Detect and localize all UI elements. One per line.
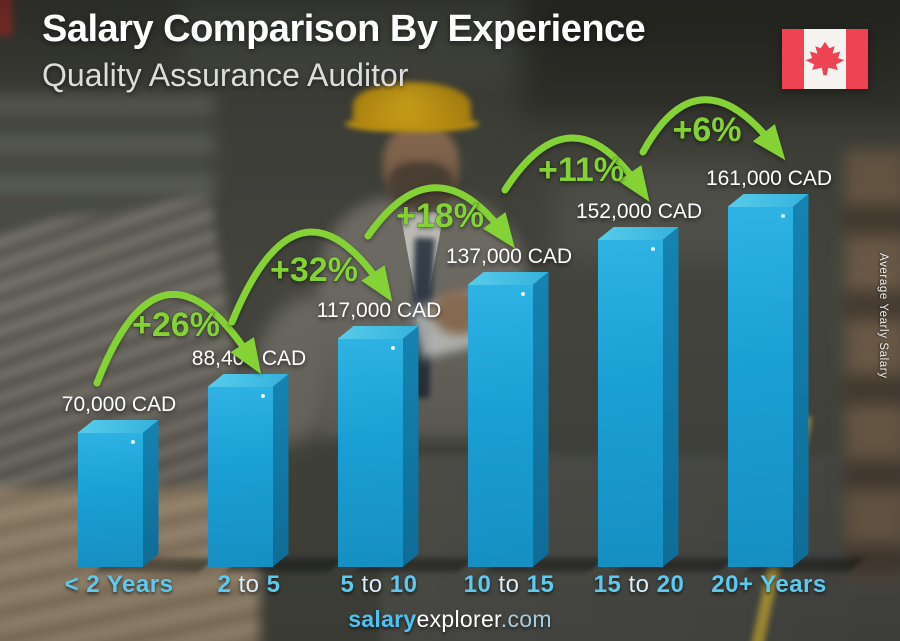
bar-top-face <box>728 194 809 207</box>
category-label-text: 10 <box>463 571 492 598</box>
category-label: 10 to 15 <box>434 571 584 599</box>
category-label-connector: to <box>491 571 527 598</box>
increase-label: +26% <box>132 306 220 344</box>
hard-hat-icon <box>353 82 471 128</box>
value-label: 137,000 CAD <box>445 245 573 268</box>
bar-side-face <box>143 420 159 567</box>
category-label-text: 20 <box>656 571 685 598</box>
bar-highlight-dot <box>260 394 265 398</box>
bar-side-face <box>793 194 809 567</box>
bar-top-face <box>598 227 679 240</box>
category-label-text: 15 <box>593 571 622 598</box>
bar-highlight-dot <box>520 292 525 296</box>
bar-side-face <box>403 326 419 567</box>
category-label-text: 10 <box>389 571 418 598</box>
increase-arrow-icon <box>639 96 786 161</box>
category-label: 2 to 5 <box>174 571 324 599</box>
bar-front-face <box>467 285 533 567</box>
bar-highlight-dot <box>130 440 135 444</box>
category-label-text: 2 <box>217 571 232 598</box>
bar-5-to-10 <box>337 326 474 572</box>
increase-arrow-icon <box>501 134 650 202</box>
bar-front-face <box>597 240 663 567</box>
bar-<-2-years <box>77 420 214 572</box>
category-label-text: 5 <box>340 571 355 598</box>
category-label-text: 20+ Years <box>711 571 827 598</box>
bar-top-face <box>208 374 289 387</box>
bar-front-face <box>207 387 273 567</box>
increase-label: +6% <box>673 111 742 149</box>
category-label: 20+ Years <box>694 571 844 599</box>
page-title: Salary Comparison By Experience <box>42 8 646 50</box>
bar-10-to-15 <box>467 272 604 572</box>
bar-highlight-dot <box>780 214 785 218</box>
bar-side-face <box>273 374 289 567</box>
category-label: 5 to 10 <box>304 571 454 599</box>
category-label-connector: to <box>354 571 390 598</box>
value-label: 117,000 CAD <box>316 299 442 322</box>
bar-top-face <box>78 420 159 433</box>
increase-label: +32% <box>270 251 358 289</box>
bar-highlight-dot <box>390 346 395 350</box>
category-label-text: < 2 Years <box>64 571 174 598</box>
site-footer: salaryexplorer.com <box>0 606 900 633</box>
background-ceiling <box>180 0 550 80</box>
category-label: < 2 Years <box>44 571 194 599</box>
value-label: 161,000 CAD <box>705 167 833 190</box>
bar-front-face <box>77 433 143 567</box>
bar-20+-years <box>727 194 864 572</box>
bar-highlight-dot <box>650 247 655 251</box>
value-label: 70,000 CAD <box>61 393 177 416</box>
increase-arrow-icon <box>364 184 515 249</box>
bar-side-face <box>533 272 549 567</box>
category-label-connector: to <box>231 571 267 598</box>
bar-top-face <box>468 272 549 285</box>
bar-front-face <box>337 339 403 567</box>
footer-brand-rest: explorer <box>416 606 501 632</box>
y-axis-label: Average Yearly Salary <box>877 253 889 379</box>
background-red-detail <box>0 0 12 36</box>
category-label: 15 to 20 <box>564 571 714 599</box>
bar-top-face <box>338 326 419 339</box>
category-label-text: 5 <box>266 571 281 598</box>
bar-15-to-20 <box>597 227 734 572</box>
value-label: 152,000 CAD <box>575 200 703 223</box>
footer-brand-bold: salary <box>348 606 417 632</box>
bar-2-to-5 <box>207 374 344 572</box>
increase-label: +11% <box>538 151 624 189</box>
canada-flag-icon <box>782 29 868 89</box>
increase-arrow-icon <box>93 290 262 387</box>
footer-domain: .com <box>500 606 552 632</box>
page-subtitle: Quality Assurance Auditor <box>42 57 409 93</box>
increase-label: +18% <box>396 197 484 235</box>
background-shelf-right <box>845 150 900 580</box>
category-label-connector: to <box>621 571 657 598</box>
bar-side-face <box>663 227 679 567</box>
increase-arrow-icon <box>228 228 393 326</box>
bar-front-face <box>727 207 793 567</box>
category-label-text: 15 <box>526 571 555 598</box>
